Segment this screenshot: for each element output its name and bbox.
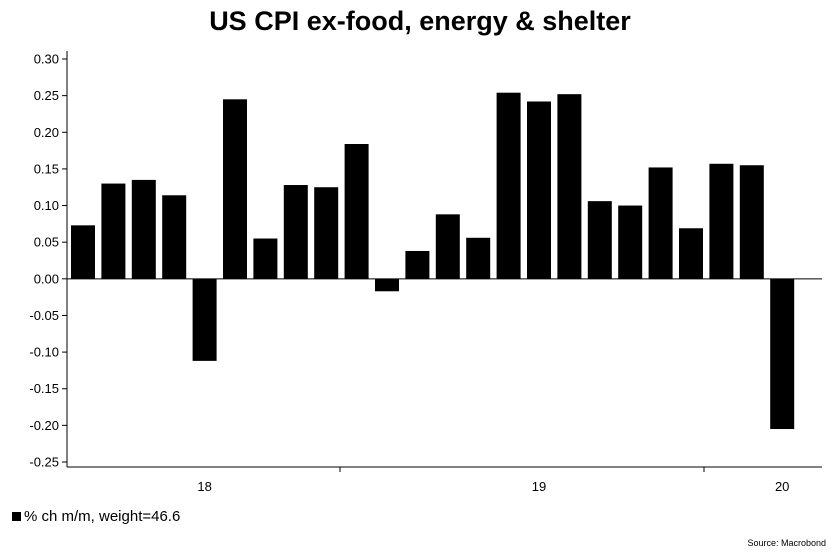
bar xyxy=(648,167,673,279)
bar xyxy=(679,228,703,279)
y-tick-label: 0.25 xyxy=(34,88,59,103)
y-tick-label: 0.10 xyxy=(34,198,59,213)
bar xyxy=(405,250,430,279)
x-tick-label: 18 xyxy=(197,479,211,494)
source-note: Source: Macrobond xyxy=(747,538,826,548)
bar xyxy=(314,187,339,279)
bar xyxy=(527,101,551,279)
y-tick-label: 0.15 xyxy=(34,161,59,176)
y-tick-label: -0.20 xyxy=(29,418,59,433)
y-tick-label: 0.30 xyxy=(34,52,59,67)
bar xyxy=(283,185,308,279)
bar xyxy=(770,278,795,430)
bar xyxy=(375,278,399,292)
bar xyxy=(618,205,643,279)
y-tick-label: -0.10 xyxy=(29,345,59,360)
bar xyxy=(466,237,491,279)
bar xyxy=(739,165,764,279)
bar xyxy=(557,94,582,279)
x-tick-label: 19 xyxy=(532,479,546,494)
bar xyxy=(253,238,278,279)
y-tick-label: -0.05 xyxy=(29,308,59,323)
legend-swatch xyxy=(12,512,21,521)
bar xyxy=(162,195,187,279)
bars xyxy=(71,92,795,430)
bar xyxy=(131,179,156,279)
y-tick-label: -0.15 xyxy=(29,381,59,396)
bar xyxy=(709,163,734,279)
x-tick-label: 20 xyxy=(775,479,789,494)
y-tick-label: 0.05 xyxy=(34,235,59,250)
bar xyxy=(71,225,95,279)
bar xyxy=(223,99,247,279)
bar xyxy=(344,143,369,279)
bar xyxy=(435,214,460,279)
bar xyxy=(496,92,521,279)
bar xyxy=(192,278,217,361)
legend-label: % ch m/m, weight=46.6 xyxy=(24,508,181,525)
tick-labels: 0.30 0.25 0.20 0.15 0.10 0.05 0.00 -0.05 -0.10 -0… xyxy=(29,52,789,495)
legend: % ch m/m, weight=46.6 xyxy=(12,508,180,525)
bar xyxy=(101,183,126,279)
chart-title: US CPI ex-food, energy & shelter xyxy=(209,6,631,36)
y-tick-label: 0.20 xyxy=(34,125,59,140)
bar xyxy=(587,201,612,279)
y-tick-label: -0.25 xyxy=(29,455,59,470)
y-tick-label: 0.00 xyxy=(34,271,59,286)
